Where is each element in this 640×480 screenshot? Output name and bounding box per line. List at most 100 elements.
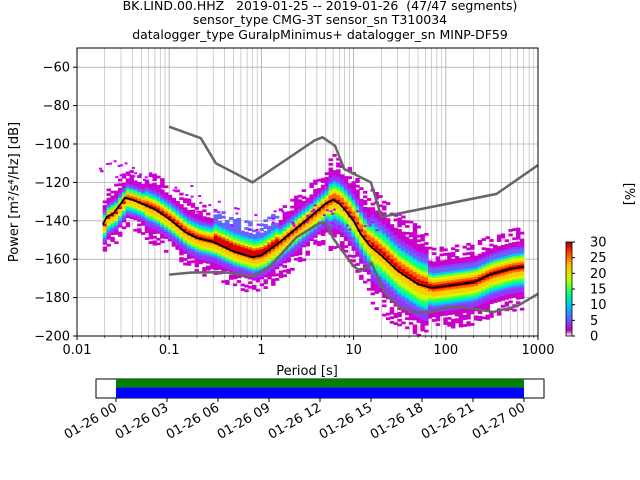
density-cell — [305, 239, 310, 242]
density-cell — [416, 308, 421, 312]
density-cell — [355, 244, 360, 248]
density-cell — [397, 265, 402, 269]
density-cell — [297, 220, 303, 223]
density-cell — [424, 279, 429, 282]
density-cell — [271, 266, 276, 270]
density-cell — [477, 260, 483, 264]
density-cell — [129, 200, 134, 203]
density-cell — [366, 209, 372, 213]
density-cell — [251, 277, 257, 281]
density-cell — [248, 265, 253, 268]
density-cell — [336, 171, 341, 175]
density-cell — [110, 218, 115, 222]
density-cell — [229, 240, 234, 243]
density-cell — [282, 214, 288, 218]
density-cell — [393, 294, 399, 298]
density-cell — [450, 272, 456, 276]
density-cell — [408, 234, 414, 238]
density-cell — [493, 281, 498, 285]
y-tick-label: −120 — [34, 176, 70, 191]
density-cell — [466, 289, 471, 292]
density-cell — [439, 278, 444, 282]
density-cell — [171, 211, 177, 215]
density-cell — [144, 218, 150, 222]
density-cell — [183, 262, 188, 266]
density-cell — [149, 172, 153, 175]
density-cell — [466, 265, 471, 269]
density-cell — [194, 216, 199, 219]
density-cell — [271, 278, 276, 282]
density-cell — [408, 315, 414, 318]
density-cell — [152, 212, 157, 216]
density-cell — [378, 243, 383, 247]
density-cell — [213, 249, 219, 252]
density-cell — [447, 261, 452, 265]
density-cell — [481, 258, 487, 262]
density-cell — [202, 225, 207, 229]
density-cell — [194, 257, 199, 261]
density-cell — [278, 224, 284, 228]
density-cell — [431, 312, 437, 315]
density-cell — [294, 220, 299, 224]
density-cell — [504, 303, 510, 307]
density-cell — [209, 264, 215, 267]
density-cell — [248, 272, 253, 275]
density-cell — [408, 282, 414, 286]
density-cell — [121, 208, 127, 211]
density-cell — [458, 324, 464, 328]
density-cell — [385, 268, 391, 272]
density-cell — [140, 183, 146, 187]
density-cell — [313, 235, 318, 238]
density-cell — [443, 253, 448, 256]
density-cell — [278, 275, 284, 278]
density-cell — [416, 313, 421, 316]
density-cell — [248, 285, 253, 289]
density-cell — [351, 248, 356, 251]
density-cell — [267, 274, 272, 278]
density-cell — [102, 205, 108, 208]
density-cell — [297, 210, 303, 214]
density-cell — [362, 280, 368, 284]
density-cell — [133, 191, 138, 195]
density-cell — [416, 225, 421, 229]
density-cell — [217, 230, 222, 233]
density-cell — [332, 179, 337, 183]
density-cell — [290, 205, 295, 209]
density-cell — [156, 198, 161, 202]
density-cell — [412, 324, 418, 328]
density-cell — [397, 277, 402, 281]
density-cell — [313, 221, 318, 224]
density-cell — [194, 259, 199, 263]
density-cell — [198, 222, 203, 226]
density-cell — [206, 224, 211, 227]
density-cell — [309, 203, 314, 207]
density-cell — [336, 185, 341, 189]
density-cell — [504, 253, 510, 256]
density-cell — [416, 292, 421, 296]
density-cell — [355, 214, 360, 218]
density-cell — [462, 301, 467, 304]
density-cell — [152, 201, 157, 205]
density-cell — [512, 248, 517, 252]
density-cell — [221, 264, 226, 267]
density-cell — [504, 278, 510, 282]
density-cell — [519, 277, 525, 281]
density-cell — [213, 251, 219, 255]
density-cell — [500, 263, 506, 267]
density-cell — [156, 217, 161, 220]
density-cell — [152, 203, 157, 207]
density-cell — [481, 298, 487, 301]
density-cell — [244, 250, 249, 253]
density-cell — [179, 243, 184, 247]
density-cell — [282, 251, 288, 255]
density-cell — [477, 285, 483, 289]
density-cell — [251, 241, 257, 244]
density-cell — [102, 209, 108, 213]
density-cell — [274, 222, 280, 226]
density-cell — [171, 239, 177, 243]
density-cell — [466, 256, 471, 260]
y-tick-label: −80 — [43, 99, 70, 114]
density-cell — [359, 221, 364, 225]
density-cell — [397, 312, 402, 315]
density-cell — [500, 256, 506, 260]
